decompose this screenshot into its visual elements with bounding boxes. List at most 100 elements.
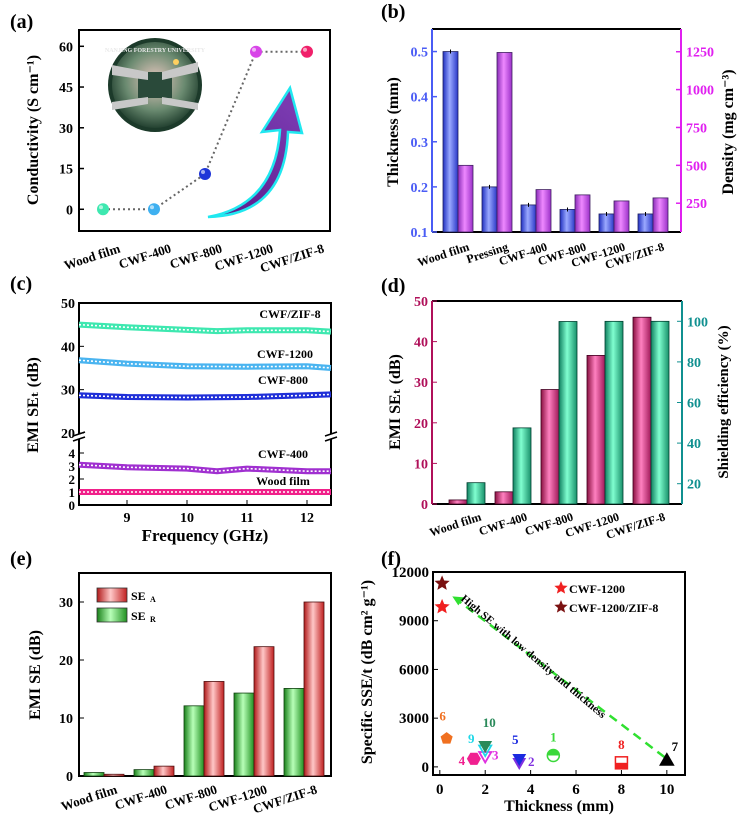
bar-se-a	[303, 601, 325, 777]
down-triangle-marker	[478, 740, 493, 753]
y-tick-label: 20	[61, 427, 75, 442]
y2-axis-label: Density (mg cm⁻³)	[720, 69, 737, 194]
y-tick-label: 45	[59, 81, 73, 96]
y-tick-label: 40	[414, 336, 428, 351]
bar-se-a	[203, 681, 225, 777]
legend-label: SE	[131, 609, 146, 623]
y-tick-label: 50	[414, 295, 428, 310]
inset-logo: NANJING FORESTRY UNIVERSITY	[105, 38, 206, 132]
logo-clip-right	[162, 62, 198, 80]
bar-se-r	[83, 772, 105, 777]
x-axis-label: Frequency (GHz)	[142, 526, 269, 545]
y-tick-label: 30	[59, 122, 73, 137]
bar-shielding-efficiency	[604, 320, 624, 505]
x-tick-label: CWF-400	[477, 510, 529, 539]
x-tick-label: Wood film	[59, 782, 119, 814]
x-tick-label: 6	[572, 782, 580, 798]
bar-se-r	[283, 688, 305, 777]
y-tick-label: 12000	[392, 565, 430, 581]
bar-thickness	[442, 51, 459, 233]
point-highlight	[99, 205, 103, 210]
axis-break-mark	[324, 431, 338, 437]
half-square-fill	[615, 762, 628, 769]
bar-se-a	[253, 646, 275, 777]
bar-emi-se	[632, 316, 652, 505]
y-tick-label: 3	[69, 459, 76, 474]
y-tick-label: 0	[69, 498, 76, 513]
data-point	[199, 167, 211, 180]
y2-tick-label: 40	[687, 437, 701, 452]
y2-tick-label: 250	[686, 197, 707, 212]
legend-subscript: A	[150, 595, 156, 604]
data-point	[97, 203, 109, 216]
point-label: 1	[550, 730, 557, 745]
legend-swatch	[96, 587, 128, 603]
x-tick-label: 9	[124, 511, 131, 526]
x-tick-label: 10	[180, 511, 194, 526]
series-label: CWF-400	[258, 447, 308, 461]
pentagon-marker	[439, 730, 454, 745]
point-label: 4	[459, 753, 466, 768]
bar-density	[496, 52, 513, 233]
y-tick-label: 0	[66, 770, 73, 785]
bar-emi-se	[448, 499, 468, 505]
bar-thickness	[559, 209, 576, 233]
y-tick-label: 10	[414, 457, 428, 472]
bar-thickness	[598, 213, 615, 233]
y-tick-label: 0	[422, 760, 430, 776]
x-tick-label: 0	[436, 782, 444, 798]
arrow-head-icon	[452, 596, 465, 606]
up-triangle-marker	[659, 752, 675, 766]
bar-shielding-efficiency	[466, 482, 486, 505]
x-tick-label: 2	[481, 782, 489, 798]
y-axis-label: EMI SEₜ (dB)	[387, 354, 404, 450]
y-tick-label: 50	[61, 297, 75, 312]
series-markers	[78, 463, 331, 473]
y2-tick-label: 1250	[686, 46, 714, 61]
x-tick-label: CWF-400	[117, 241, 173, 272]
y-tick-label: 0	[66, 203, 73, 218]
y-axis-label: EMI SE (dB)	[27, 630, 44, 720]
panel-label: (a)	[10, 11, 33, 33]
bar-density	[535, 189, 552, 233]
bar-thickness	[520, 204, 537, 233]
series-line	[78, 357, 332, 371]
bar-se-r	[183, 705, 205, 777]
y2-tick-label: 80	[687, 356, 701, 371]
bar-emi-se	[540, 389, 560, 505]
legend-star-icon	[554, 581, 568, 594]
star-marker	[434, 598, 450, 614]
y-tick-label: 2	[69, 472, 76, 487]
data-point	[250, 45, 262, 58]
logo-clip-br	[162, 97, 198, 110]
logo-clip-bl	[112, 97, 148, 110]
y-tick-label: 0.5	[411, 46, 429, 61]
y-tick-label: 10	[59, 712, 73, 727]
bar-se-r	[233, 692, 255, 777]
legend-star-icon	[554, 600, 568, 613]
y-tick-label: 1	[69, 485, 76, 500]
legend-label: SE	[131, 589, 146, 603]
panel-label: (b)	[381, 1, 405, 23]
point-label: 2	[528, 754, 535, 769]
x-tick-label: CWF-400	[113, 782, 169, 813]
y-tick-label: 60	[59, 40, 73, 55]
panel-label: (f)	[381, 548, 401, 570]
axis-break-gap-left	[76, 434, 82, 439]
y-axis-label: Specific SSE/t (dB cm² g⁻¹)	[359, 580, 376, 764]
y-tick-label: 3000	[399, 711, 429, 727]
y-axis-label: Conductivity (S cm⁻¹)	[25, 55, 42, 205]
bar-density	[652, 197, 669, 233]
y-tick-label: 6000	[399, 662, 429, 678]
panel-label: (d)	[381, 275, 405, 297]
y-tick-label: 0.3	[411, 136, 429, 151]
bar-shielding-efficiency	[512, 427, 532, 505]
legend-label: CWF-1200/ZIF-8	[569, 601, 658, 615]
y2-tick-label: 20	[687, 478, 701, 493]
point-label: 6	[439, 708, 446, 723]
legend-label: CWF-1200	[569, 582, 625, 596]
legend-subscript: R	[150, 615, 156, 624]
x-tick-label: 10	[659, 782, 674, 798]
series-markers	[78, 323, 332, 333]
